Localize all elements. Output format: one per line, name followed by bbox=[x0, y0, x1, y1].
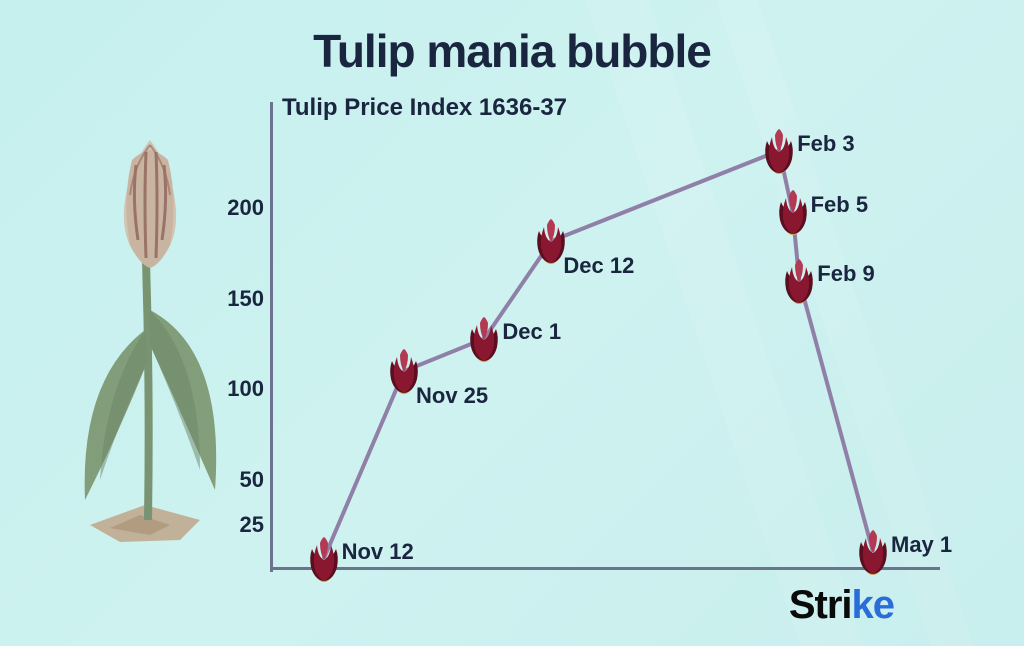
point-label: Nov 25 bbox=[416, 383, 488, 409]
y-tick-label: 25 bbox=[204, 512, 264, 538]
brand-text-black: Stri bbox=[789, 583, 852, 627]
data-point: Feb 5 bbox=[773, 188, 813, 236]
point-label: Feb 3 bbox=[797, 131, 854, 157]
plot-region: Nov 12 Nov 25 Dec 1 bbox=[270, 100, 940, 570]
point-label: Dec 1 bbox=[502, 319, 561, 345]
tulip-marker-icon bbox=[759, 127, 799, 175]
point-label: Nov 12 bbox=[342, 539, 414, 565]
data-point: May 1 bbox=[853, 528, 893, 576]
data-point: Feb 9 bbox=[779, 257, 819, 305]
point-label: May 1 bbox=[891, 532, 952, 558]
brand-logo: Strike bbox=[789, 583, 894, 628]
y-tick-label: 200 bbox=[204, 195, 264, 221]
page-title: Tulip mania bubble bbox=[0, 24, 1024, 78]
y-tick-label: 50 bbox=[204, 467, 264, 493]
data-point: Nov 12 bbox=[304, 535, 344, 583]
tulip-marker-icon bbox=[779, 257, 819, 305]
data-point: Dec 1 bbox=[464, 315, 504, 363]
line-svg bbox=[270, 100, 940, 570]
brand-text-blue: ke bbox=[852, 583, 895, 627]
point-label: Feb 9 bbox=[817, 261, 874, 287]
y-tick-label: 100 bbox=[204, 376, 264, 402]
tulip-marker-icon bbox=[304, 535, 344, 583]
tulip-marker-icon bbox=[853, 528, 893, 576]
y-tick-label: 150 bbox=[204, 286, 264, 312]
point-label: Dec 12 bbox=[563, 253, 634, 279]
tulip-marker-icon bbox=[773, 188, 813, 236]
data-point: Feb 3 bbox=[759, 127, 799, 175]
tulip-marker-icon bbox=[464, 315, 504, 363]
chart-area: Nov 12 Nov 25 Dec 1 bbox=[270, 90, 990, 600]
data-point: Nov 25 bbox=[384, 347, 424, 395]
point-label: Feb 5 bbox=[811, 192, 868, 218]
data-point: Dec 12 bbox=[531, 217, 571, 265]
